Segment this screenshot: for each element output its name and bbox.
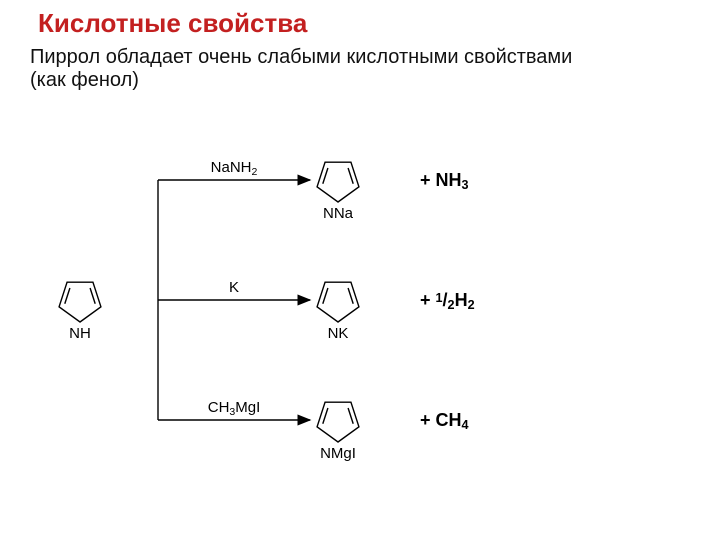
svg-text:NH: NH — [69, 325, 91, 342]
svg-text:NNa: NNa — [323, 205, 354, 222]
svg-text:+ 1/2H2: + 1/2H2 — [420, 290, 475, 312]
svg-text:NK: NK — [328, 325, 349, 342]
svg-text:+ NH3: + NH3 — [420, 170, 469, 192]
svg-text:K: K — [229, 279, 239, 296]
reaction-diagram: NH NaNH2 NNa + NH3 K NK + 1/2H2 CH3MgI NMgI + CH4 — [0, 0, 720, 540]
svg-text:NMgI: NMgI — [320, 445, 356, 462]
svg-text:NaNH2: NaNH2 — [211, 159, 258, 178]
svg-text:CH3MgI: CH3MgI — [208, 399, 261, 418]
svg-text:+ CH4: + CH4 — [420, 410, 469, 432]
